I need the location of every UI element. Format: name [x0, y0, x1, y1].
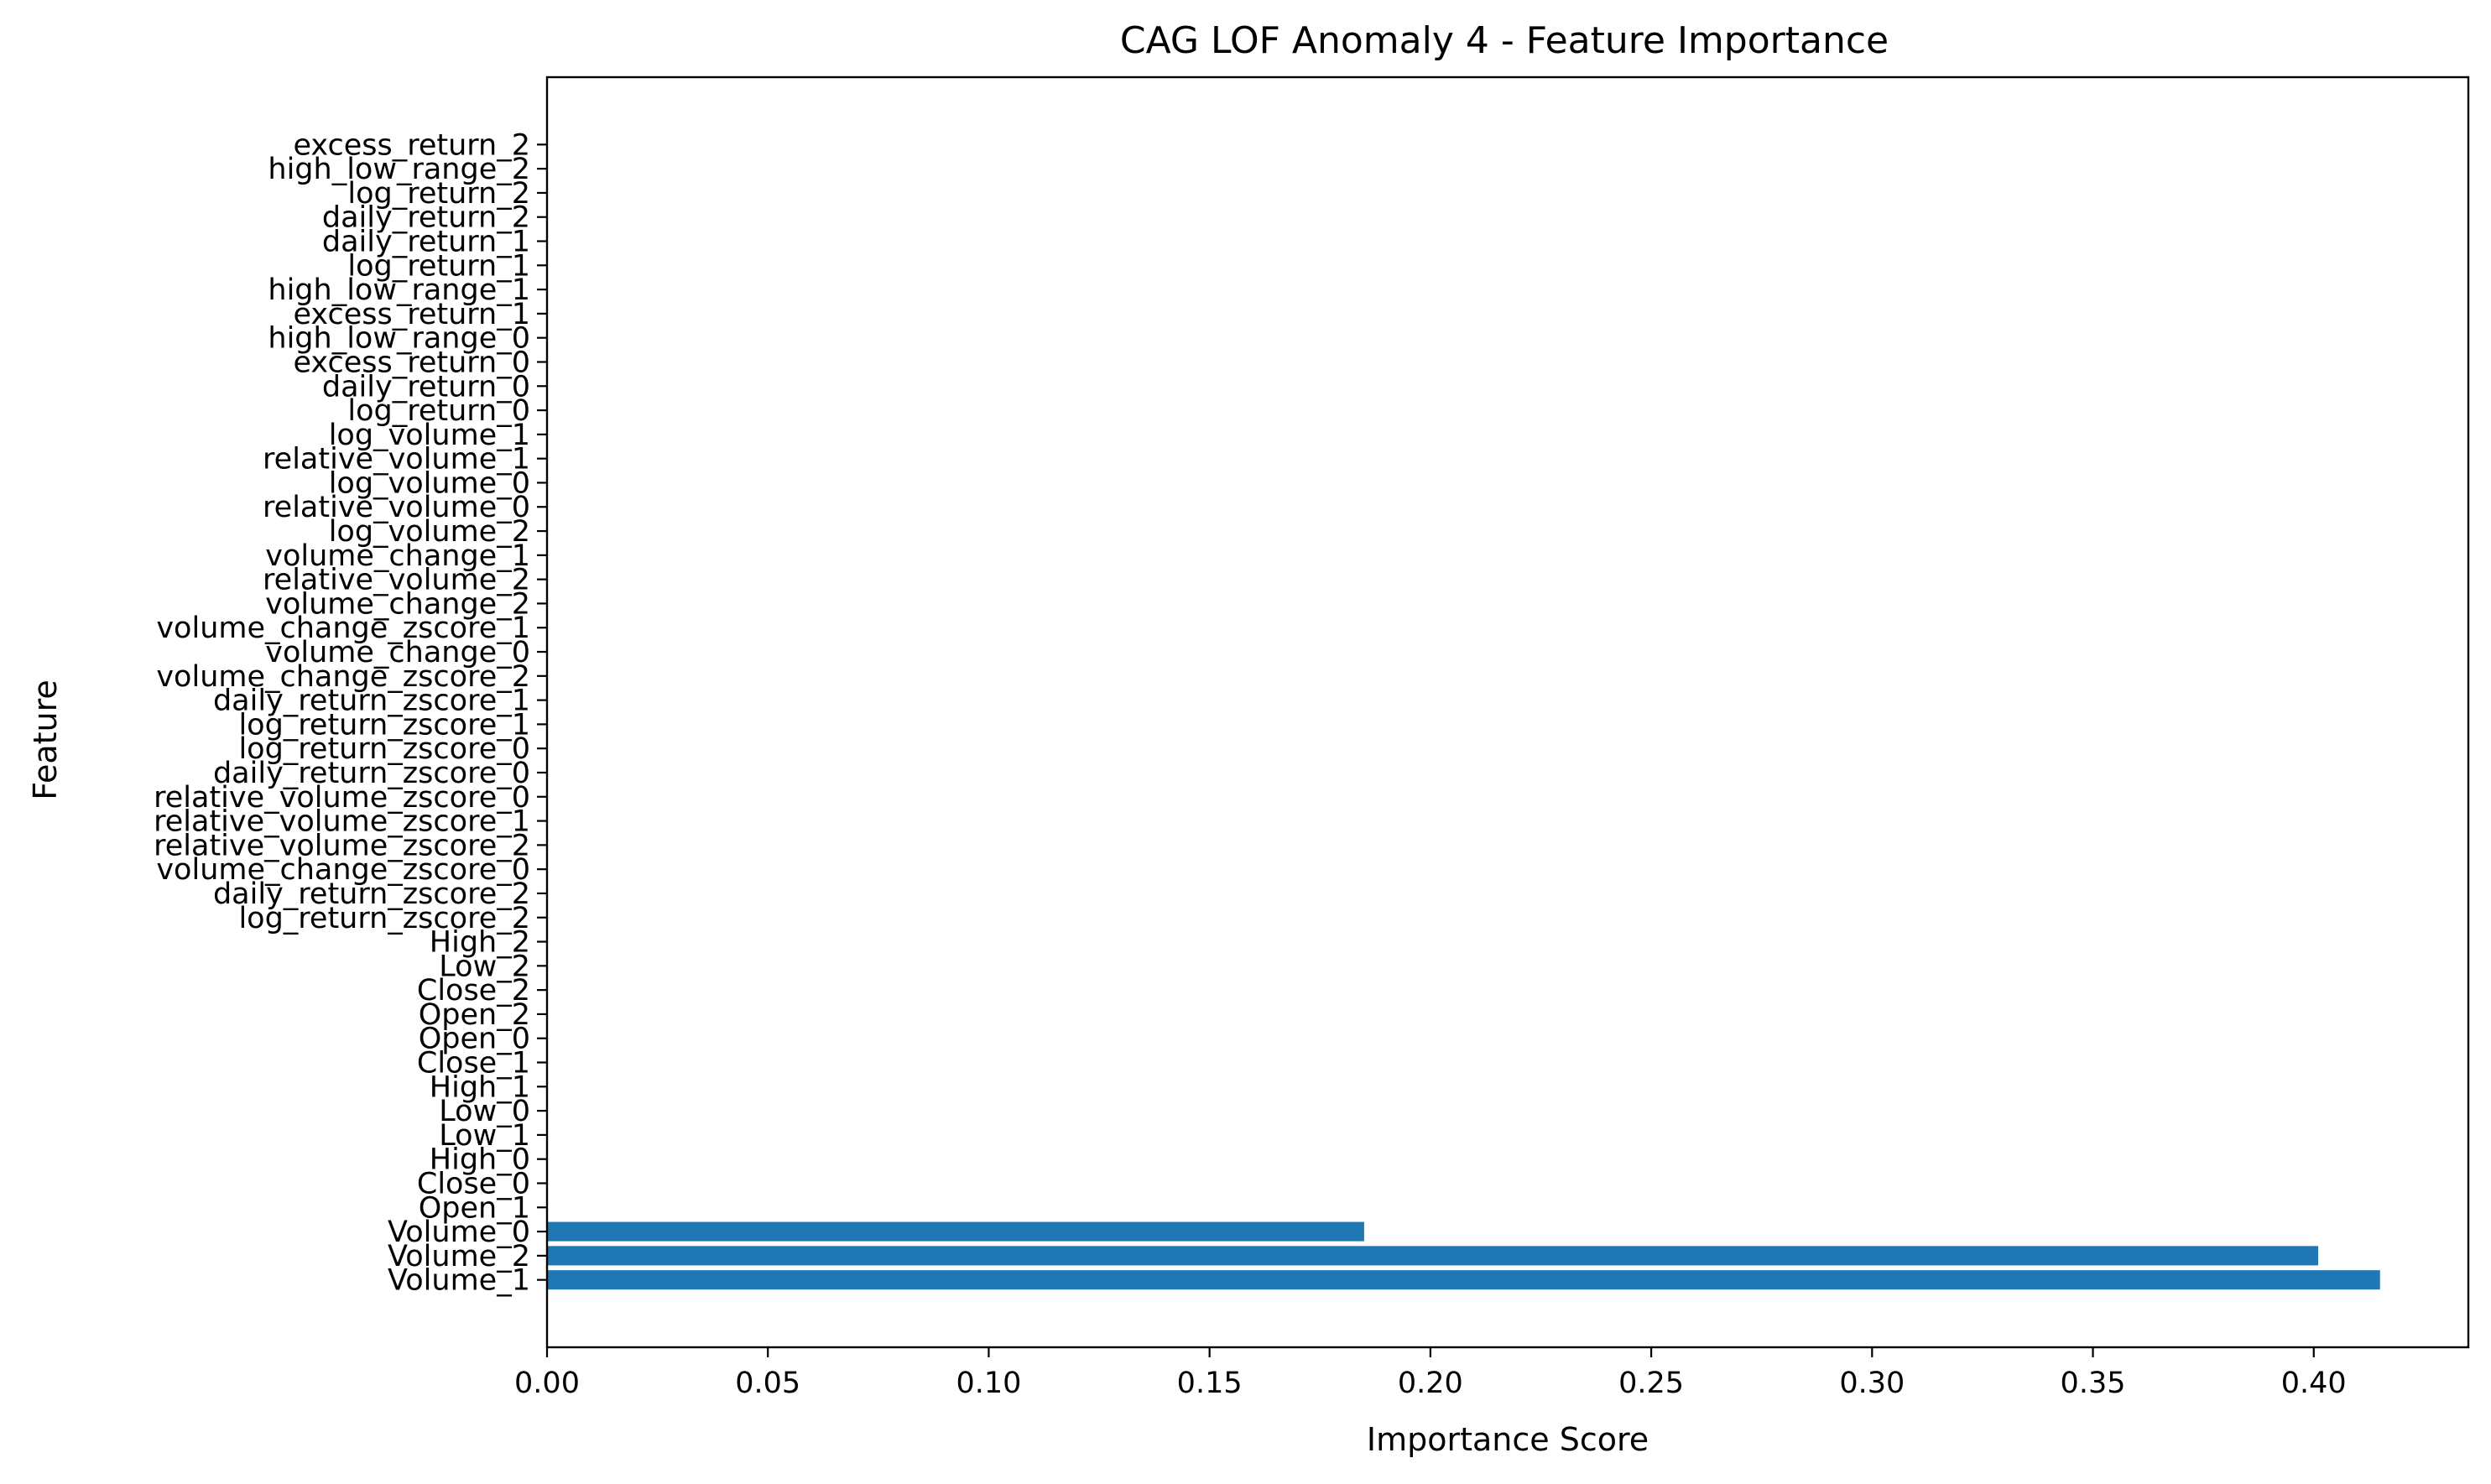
- y-tick-label: log_return_zscore_0: [238, 732, 530, 766]
- y-tick-label: log_return_zscore_1: [238, 708, 530, 742]
- y-tick-label: Low_1: [439, 1119, 530, 1153]
- x-tick-label: 0.30: [1839, 1367, 1905, 1400]
- x-tick-label: 0.10: [956, 1367, 1021, 1400]
- y-tick-label: excess_return_1: [293, 298, 530, 331]
- y-tick-label: relative_volume_zscore_0: [154, 781, 530, 815]
- y-tick-label: log_volume_0: [329, 466, 530, 500]
- x-axis: 0.00 0.05 0.10 0.15 0.20 0.25 0.30 0.35 0.40: [514, 1347, 2347, 1400]
- y-tick-label: daily_return_0: [322, 370, 530, 404]
- y-tick-label: volume_change_0: [265, 636, 530, 669]
- y-tick-label: daily_return_zscore_0: [213, 757, 530, 790]
- bar-volume-2: [547, 1246, 2319, 1266]
- y-tick-label: Low_0: [439, 1095, 530, 1128]
- y-tick-label: Close_0: [417, 1167, 530, 1200]
- y-tick-label: Volume_2: [388, 1240, 530, 1273]
- y-tick-label: daily_return_zscore_1: [213, 685, 530, 718]
- y-tick-label: relative_volume_2: [263, 564, 530, 597]
- x-tick-label: 0.20: [1398, 1367, 1463, 1400]
- y-tick-label: relative_volume_1: [263, 443, 530, 476]
- y-axis-label: Feature: [27, 680, 64, 800]
- y-tick-label: high_low_range_2: [268, 153, 530, 186]
- x-tick-label: 0.25: [1618, 1367, 1684, 1400]
- y-tick-label: daily_return_zscore_2: [213, 877, 530, 911]
- bars-layer: [547, 1221, 2380, 1290]
- y-tick-label: relative_volume_zscore_2: [154, 829, 530, 862]
- y-tick-label: daily_return_1: [322, 226, 530, 259]
- y-tick-label: volume_change_zscore_1: [156, 612, 530, 645]
- y-tick-label: High_2: [430, 926, 530, 960]
- y-tick-label: High_1: [430, 1070, 530, 1104]
- x-tick-label: 0.35: [2061, 1367, 2126, 1400]
- chart-title: CAG LOF Anomaly 4 - Feature Importance: [1120, 19, 1889, 62]
- y-tick-label: log_volume_2: [329, 515, 530, 549]
- y-tick-label: Open_0: [419, 1023, 530, 1056]
- y-tick-label: high_low_range_1: [268, 273, 530, 307]
- x-tick-label: 0.15: [1177, 1367, 1243, 1400]
- x-tick-label: 0.05: [735, 1367, 800, 1400]
- y-tick-label: Open_2: [419, 998, 530, 1032]
- bar-volume-1: [547, 1270, 2380, 1290]
- x-tick-label: 0.40: [2281, 1367, 2347, 1400]
- y-tick-label: excess_return_0: [293, 346, 530, 379]
- bar-volume-0: [547, 1221, 1364, 1242]
- y-tick-label: Close_2: [417, 974, 530, 1008]
- x-tick-label: 0.00: [514, 1367, 580, 1400]
- y-tick-label: log_return_zscore_2: [238, 902, 530, 935]
- y-tick-label: volume_change_1: [265, 539, 530, 573]
- y-tick-label: Low_2: [439, 950, 530, 983]
- y-tick-label: log_volume_1: [329, 419, 530, 452]
- y-tick-label: volume_change_2: [265, 587, 530, 621]
- y-tick-label: volume_change_zscore_2: [156, 660, 530, 694]
- y-tick-label: Volume_0: [388, 1216, 530, 1249]
- y-tick-label: High_0: [430, 1143, 530, 1177]
- x-axis-label: Importance Score: [1367, 1421, 1649, 1458]
- y-tick-label: Open_1: [419, 1191, 530, 1225]
- y-tick-label: log_return_0: [347, 394, 530, 428]
- y-tick-label: Close_1: [417, 1047, 530, 1080]
- y-tick-label: log_return_2: [347, 177, 530, 211]
- y-tick-label: relative_volume_0: [263, 491, 530, 524]
- y-tick-label: high_low_range_0: [268, 322, 530, 356]
- y-tick-label: Volume_1: [388, 1264, 530, 1298]
- y-tick-label: relative_volume_zscore_1: [154, 805, 530, 839]
- plot-frame: [545, 76, 2470, 1349]
- y-tick-label: excess_return_2: [293, 128, 530, 162]
- y-tick-label: log_return_1: [347, 249, 530, 283]
- y-axis: Volume_1Volume_2Volume_0Open_1Close_0Hig…: [154, 128, 547, 1298]
- y-tick-label: volume_change_zscore_0: [156, 853, 530, 887]
- y-tick-label: daily_return_2: [322, 201, 530, 235]
